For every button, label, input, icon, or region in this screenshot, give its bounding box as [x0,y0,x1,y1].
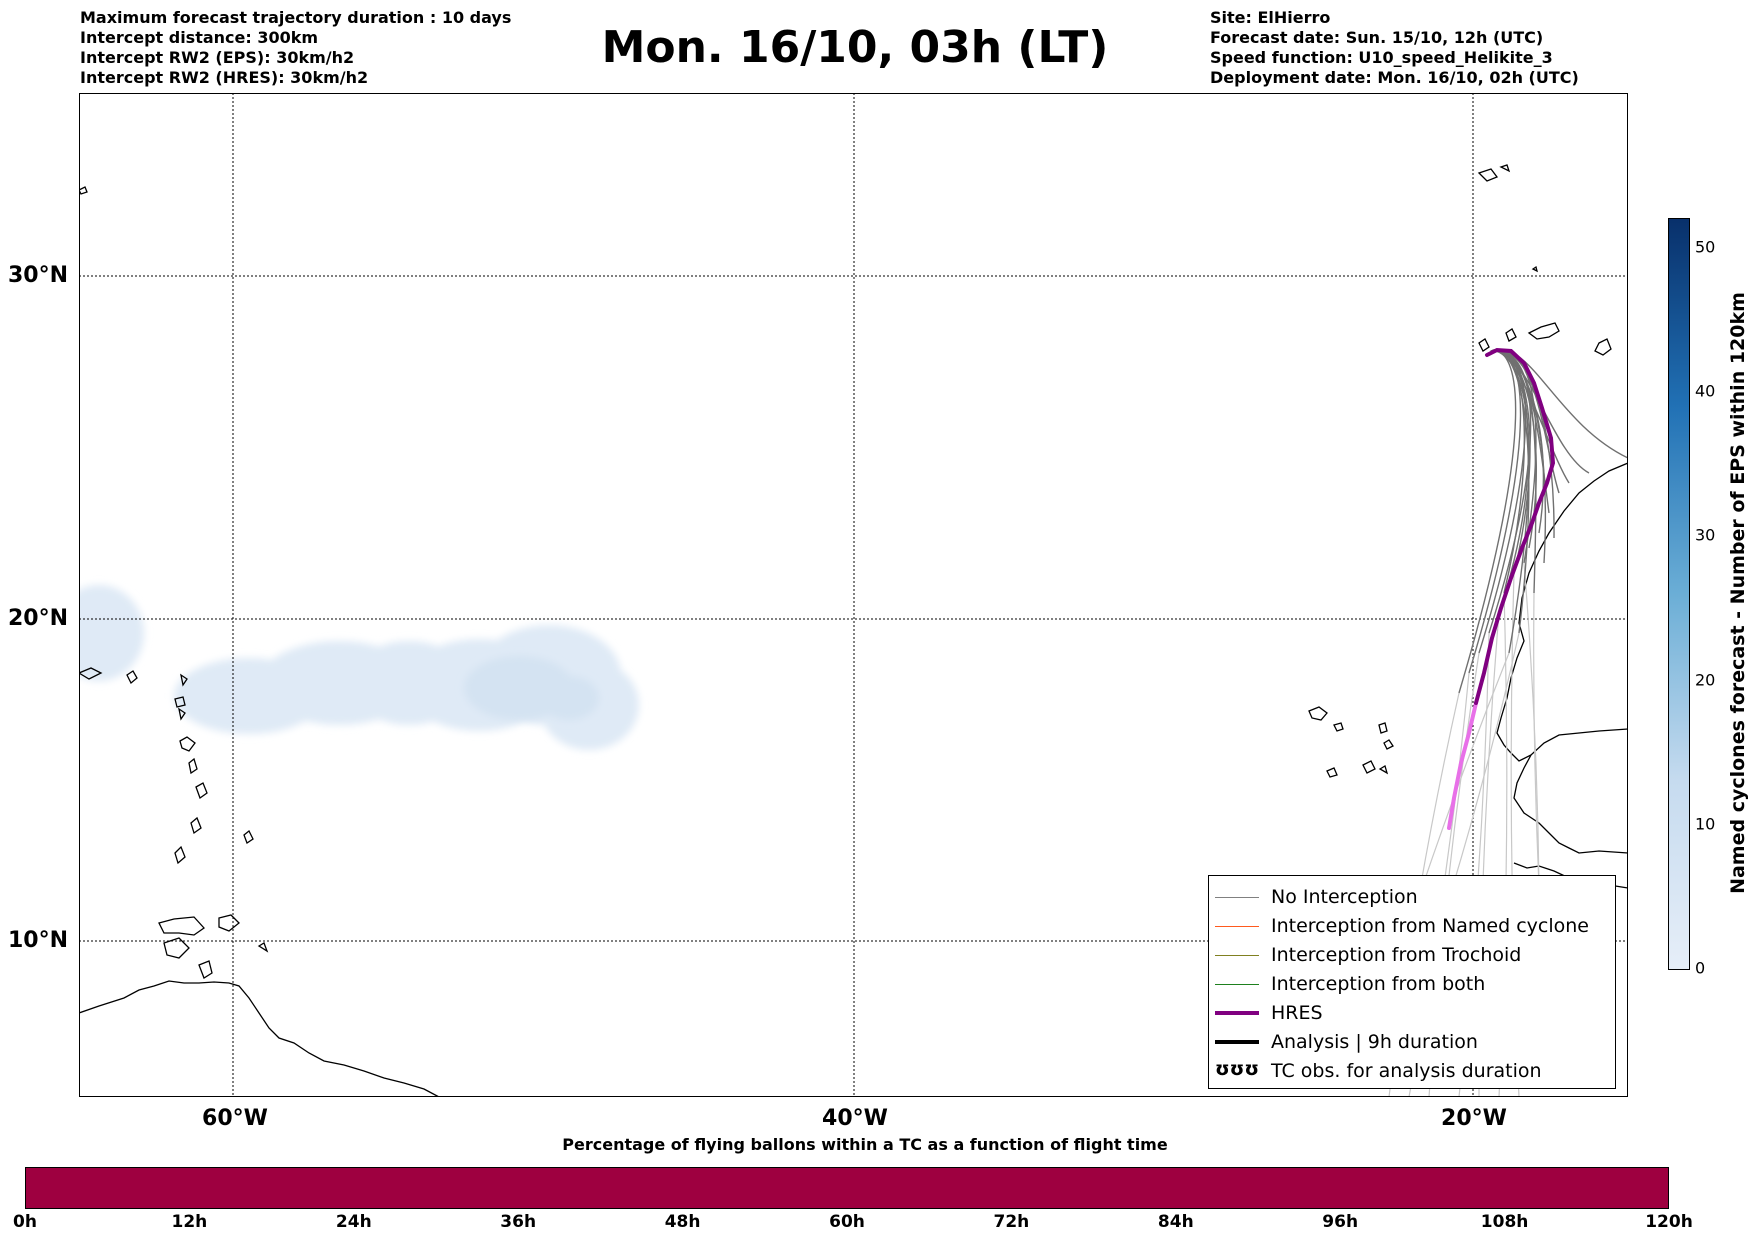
legend-item-hres: HRES [1209,1000,1615,1028]
map-legend: No Interception Interception from Named … [1208,875,1616,1089]
flight-time-tick: 36h [500,1212,537,1232]
flight-time-tick: 84h [1157,1212,1194,1232]
legend-label-trochoid: Interception from Trochoid [1271,944,1522,966]
legend-item-both: Interception from both [1209,971,1615,999]
cyclone-colorbar-tick: 40 [1695,381,1716,401]
legend-label-analysis: Analysis | 9h duration [1271,1031,1478,1053]
info-right: Site: ElHierro Forecast date: Sun. 15/10… [1210,8,1579,88]
flight-time-tick: 24h [335,1212,372,1232]
legend-swatch-no-interception [1215,897,1259,898]
flight-time-tick: 48h [664,1212,701,1232]
cyclone-density-core [464,656,599,720]
trajectory-no-interception [1490,350,1570,484]
legend-label-hres: HRES [1271,1002,1323,1024]
info-duration: Maximum forecast trajectory duration : 1… [80,8,512,27]
flight-time-tick: 72h [993,1212,1030,1232]
info-site: Site: ElHierro [1210,8,1331,27]
lon-label-60w: 60°W [202,1106,268,1131]
legend-item-named-cyclone: Interception from Named cyclone [1209,913,1615,941]
info-left: Maximum forecast trajectory duration : 1… [80,8,511,88]
lon-label-20w: 20°W [1441,1106,1507,1131]
legend-label-no-interception: No Interception [1271,886,1418,908]
lon-label-40w: 40°W [822,1106,888,1131]
legend-swatch-analysis [1215,1040,1259,1044]
flight-time-colorbar [25,1167,1669,1209]
cyclone-colorbar-tick: 20 [1695,670,1716,690]
legend-item-trochoid: Interception from Trochoid [1209,942,1615,970]
trajectory-no-interception [1490,350,1547,564]
legend-swatch-trochoid [1215,955,1259,956]
legend-item-analysis: Analysis | 9h duration [1209,1029,1615,1057]
flight-time-colorbar-title: Percentage of flying ballons within a TC… [562,1135,1168,1154]
lat-label-30n: 30°N [8,263,69,288]
info-intercept-distance: Intercept distance: 300km [80,28,319,47]
flight-time-tick: 60h [829,1212,865,1232]
map-panel[interactable] [79,93,1628,1097]
cyclone-symbol-icon: ʊʊʊ [1215,1058,1260,1080]
info-rw2-hres: Intercept RW2 (HRES): 30km/h2 [80,68,369,87]
legend-swatch-named-cyclone [1215,926,1259,927]
cyclone-colorbar [1668,218,1690,970]
cyclone-colorbar-tick: 50 [1695,237,1716,257]
legend-label-named-cyclone: Interception from Named cyclone [1271,915,1589,937]
flight-time-tick: 96h [1322,1212,1359,1232]
lat-label-10n: 10°N [8,928,69,953]
info-deployment-date: Deployment date: Mon. 16/10, 02h (UTC) [1210,68,1579,87]
flight-time-tick: 0h [13,1212,37,1232]
legend-label-both: Interception from both [1271,973,1486,995]
flight-time-tick: 120h [1645,1212,1693,1232]
legend-item-no-interception: No Interception [1209,884,1615,912]
cyclone-colorbar-tick: 30 [1695,525,1716,545]
map-frame [79,93,1628,1097]
legend-label-tc-obs: TC obs. for analysis duration [1271,1060,1542,1082]
legend-swatch-hres [1215,1011,1259,1015]
hres-trajectory [1447,347,1556,830]
legend-item-tc-obs: ʊʊʊ TC obs. for analysis duration [1209,1058,1615,1086]
cyclone-colorbar-tick: 0 [1695,958,1706,978]
page-title: Mon. 16/10, 03h (LT) [601,22,1109,73]
legend-swatch-both [1215,984,1259,985]
flight-time-tick: 108h [1480,1212,1529,1232]
flight-time-tick: 12h [171,1212,208,1232]
cyclone-colorbar-label: Named cyclones forecast - Number of EPS … [1727,292,1749,894]
info-forecast-date: Forecast date: Sun. 15/10, 12h (UTC) [1210,28,1544,47]
trajectories-no-interception [1458,348,1628,694]
info-speed-function: Speed function: U10_speed_Helikite_3 [1210,48,1553,67]
cyclone-colorbar-tick: 10 [1695,814,1716,834]
info-rw2-eps: Intercept RW2 (EPS): 30km/h2 [80,48,355,67]
lat-label-20n: 20°N [8,606,69,631]
